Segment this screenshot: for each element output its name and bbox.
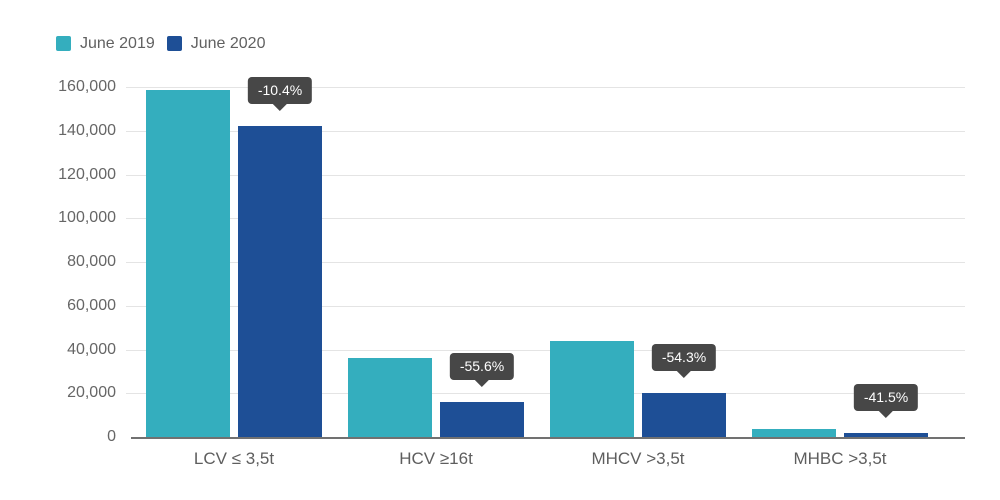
y-axis-tick-label: 0 [107, 428, 116, 445]
gridline [126, 218, 965, 219]
y-axis-tick-label: 20,000 [67, 384, 116, 402]
bar-june-2020-lcv-3-5t[interactable] [238, 126, 322, 437]
y-axis-tick-label: 100,000 [58, 209, 116, 227]
gridline [126, 175, 965, 176]
gridline [126, 393, 965, 394]
legend-item-june-2020[interactable]: June 2020 [166, 35, 266, 52]
change-badge-mhbc-3-5t: -41.5% [853, 383, 919, 411]
gridline [126, 262, 965, 263]
bar-june-2019-lcv-3-5t[interactable] [146, 90, 230, 437]
x-axis-category-label: MHBC >3,5t [793, 449, 887, 468]
gridline [126, 131, 965, 132]
gridline [126, 87, 965, 88]
y-axis-tick-label: 80,000 [67, 253, 116, 270]
y-axis-tick-label: 40,000 [67, 340, 116, 358]
legend-color-swatch-icon [56, 36, 71, 51]
chart-legend: June 2019 June 2020 [56, 35, 266, 52]
legend-label: June 2019 [80, 35, 155, 52]
gridline [126, 306, 965, 307]
change-badge-hcv-16t: -55.6% [449, 353, 515, 380]
y-axis-tick-label: 60,000 [67, 296, 116, 314]
y-axis-tick-label: 160,000 [58, 78, 116, 95]
x-axis-category-label: LCV ≤ 3,5t [193, 449, 275, 468]
legend-label: June 2020 [190, 35, 266, 52]
bar-june-2019-mhbc-3-5t[interactable] [752, 429, 836, 437]
x-axis-line [131, 437, 965, 439]
change-badge-mhcv-3-5t: -54.3% [651, 344, 717, 372]
bar-june-2019-hcv-16t[interactable] [348, 358, 432, 437]
y-axis-tick-label: 120,000 [58, 165, 116, 183]
change-badge-lcv-3-5t: -10.4% [247, 77, 313, 105]
x-axis-category-label: MHCV >3,5t [591, 449, 685, 468]
x-axis-category-label: HCV ≥16t [399, 449, 473, 468]
bar-june-2020-hcv-16t[interactable] [440, 402, 524, 437]
legend-color-swatch-icon [166, 36, 182, 51]
bar-june-2020-mhcv-3-5t[interactable] [642, 393, 726, 437]
gridline [126, 350, 965, 351]
y-axis-tick-label: 140,000 [58, 121, 116, 139]
legend-item-june-2019[interactable]: June 2019 [56, 35, 155, 52]
bar-june-2019-mhcv-3-5t[interactable] [550, 340, 634, 437]
bar-june-2020-mhbc-3-5t[interactable] [844, 432, 928, 437]
